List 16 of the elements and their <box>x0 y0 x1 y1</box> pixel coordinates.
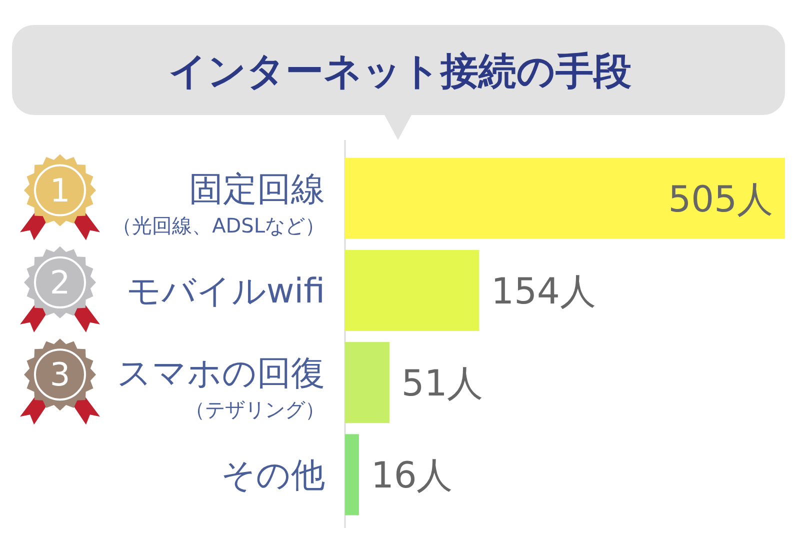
bar <box>345 342 390 424</box>
y-tick-label: モバイルwifi <box>126 271 325 312</box>
chart-title: インターネット接続の手段 <box>168 49 632 93</box>
bar <box>345 250 480 331</box>
text: 2 <box>50 263 70 302</box>
bar <box>345 158 785 239</box>
text: 1 <box>50 171 70 210</box>
data-label: 154人 <box>491 271 596 312</box>
data-label: 16人 <box>370 456 453 497</box>
y-tick-label: スマホの回復（テザリング） <box>117 354 325 422</box>
text: 3 <box>50 356 70 394</box>
bar <box>345 434 359 516</box>
y-tick-label: 固定回線（光回線、ADSLなど） <box>112 169 325 238</box>
y-tick-label: その他 <box>221 456 325 496</box>
data-label: 505人 <box>668 179 773 220</box>
data-label: 51人 <box>401 364 484 405</box>
